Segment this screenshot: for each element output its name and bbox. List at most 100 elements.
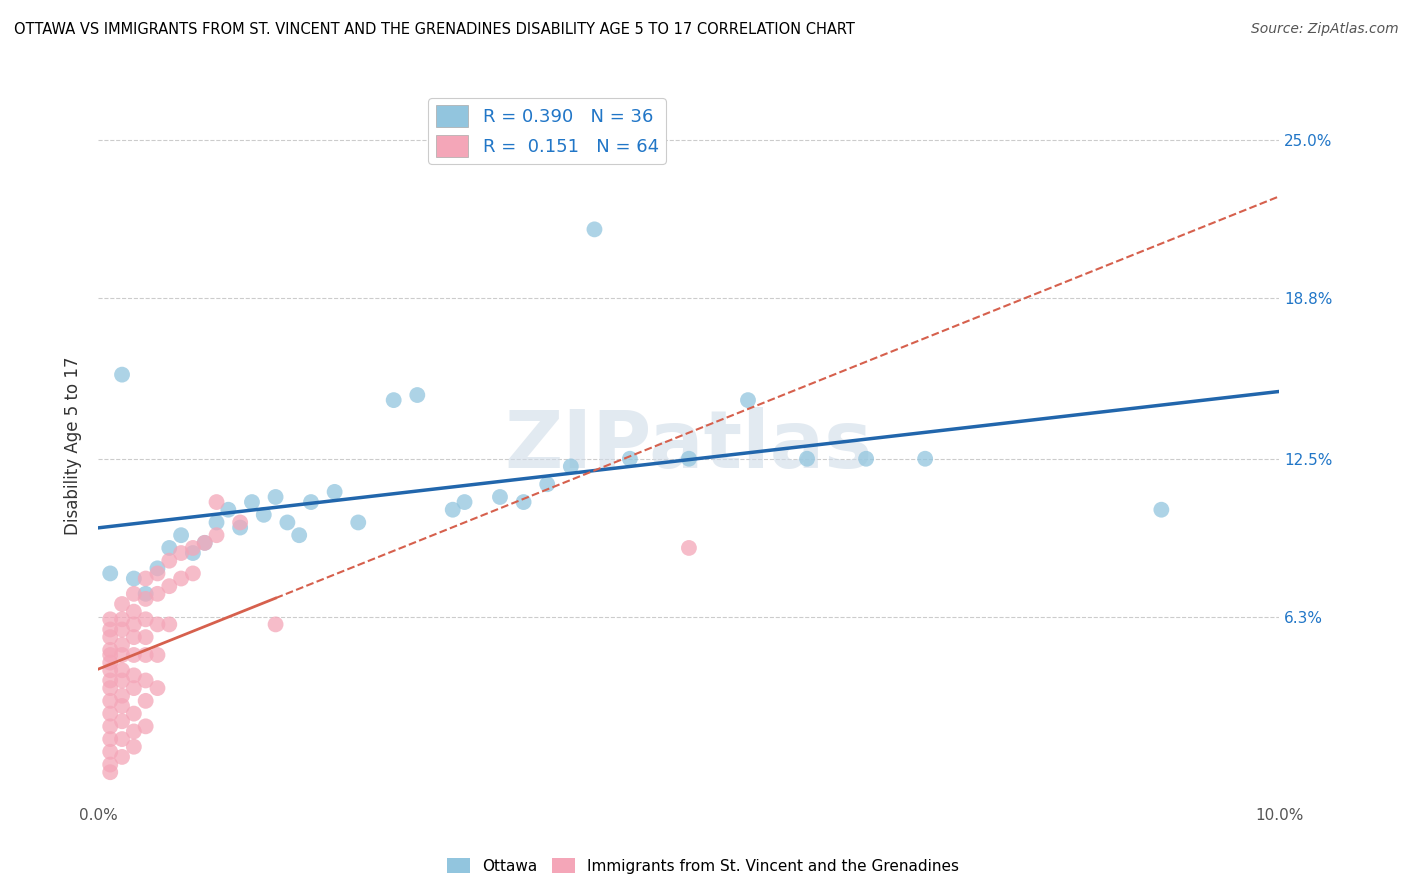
Point: [217, 502, 239, 516]
Point: [796, 451, 818, 466]
Point: [146, 648, 169, 662]
Point: [146, 561, 169, 575]
Point: [98, 663, 121, 677]
Point: [98, 656, 121, 670]
Point: [194, 536, 217, 550]
Point: [264, 617, 287, 632]
Point: [135, 591, 157, 606]
Point: [111, 663, 134, 677]
Point: [406, 388, 429, 402]
Point: [122, 617, 145, 632]
Point: [98, 630, 121, 644]
Point: [98, 732, 121, 747]
Point: [157, 579, 180, 593]
Point: [441, 502, 464, 516]
Point: [111, 689, 134, 703]
Point: [382, 393, 405, 408]
Point: [111, 612, 134, 626]
Point: [205, 516, 228, 530]
Point: [240, 495, 263, 509]
Point: [135, 630, 157, 644]
Point: [619, 451, 641, 466]
Point: [122, 648, 145, 662]
Point: [181, 541, 204, 555]
Point: [98, 757, 121, 772]
Point: [98, 623, 121, 637]
Point: [135, 572, 157, 586]
Point: [146, 566, 169, 581]
Point: [678, 451, 700, 466]
Point: [737, 393, 759, 408]
Point: [122, 605, 145, 619]
Point: [194, 536, 217, 550]
Point: [583, 222, 606, 236]
Point: [157, 617, 180, 632]
Point: [122, 630, 145, 644]
Legend: Ottawa, Immigrants from St. Vincent and the Grenadines: Ottawa, Immigrants from St. Vincent and …: [440, 852, 966, 880]
Point: [489, 490, 512, 504]
Point: [111, 732, 134, 747]
Text: Source: ZipAtlas.com: Source: ZipAtlas.com: [1251, 22, 1399, 37]
Point: [111, 597, 134, 611]
Point: [122, 706, 145, 721]
Point: [299, 495, 322, 509]
Point: [170, 528, 193, 542]
Point: [146, 587, 169, 601]
Point: [135, 587, 157, 601]
Point: [98, 681, 121, 695]
Point: [98, 673, 121, 688]
Point: [111, 648, 134, 662]
Point: [122, 668, 145, 682]
Point: [98, 745, 121, 759]
Point: [111, 638, 134, 652]
Point: [98, 765, 121, 780]
Point: [157, 554, 180, 568]
Point: [157, 541, 180, 555]
Point: [111, 750, 134, 764]
Legend: R = 0.390   N = 36, R =  0.151   N = 64: R = 0.390 N = 36, R = 0.151 N = 64: [429, 98, 666, 164]
Point: [855, 451, 877, 466]
Text: ZIPatlas: ZIPatlas: [505, 407, 873, 485]
Point: [135, 719, 157, 733]
Point: [135, 694, 157, 708]
Point: [205, 495, 228, 509]
Point: [122, 572, 145, 586]
Point: [512, 495, 534, 509]
Point: [276, 516, 298, 530]
Point: [98, 648, 121, 662]
Point: [98, 566, 121, 581]
Point: [678, 541, 700, 555]
Point: [323, 484, 346, 499]
Point: [111, 673, 134, 688]
Point: [98, 694, 121, 708]
Point: [98, 719, 121, 733]
Point: [453, 495, 475, 509]
Point: [536, 477, 558, 491]
Point: [1150, 502, 1173, 516]
Point: [264, 490, 287, 504]
Point: [122, 587, 145, 601]
Point: [111, 698, 134, 713]
Point: [111, 368, 134, 382]
Point: [205, 528, 228, 542]
Point: [229, 520, 252, 534]
Point: [181, 566, 204, 581]
Point: [146, 681, 169, 695]
Point: [347, 516, 370, 530]
Point: [135, 673, 157, 688]
Point: [135, 648, 157, 662]
Point: [170, 572, 193, 586]
Point: [98, 706, 121, 721]
Point: [560, 459, 582, 474]
Y-axis label: Disability Age 5 to 17: Disability Age 5 to 17: [65, 357, 83, 535]
Point: [98, 612, 121, 626]
Point: [253, 508, 276, 522]
Point: [111, 714, 134, 729]
Point: [122, 724, 145, 739]
Point: [122, 681, 145, 695]
Point: [98, 643, 121, 657]
Point: [146, 617, 169, 632]
Point: [170, 546, 193, 560]
Point: [181, 546, 204, 560]
Point: [229, 516, 252, 530]
